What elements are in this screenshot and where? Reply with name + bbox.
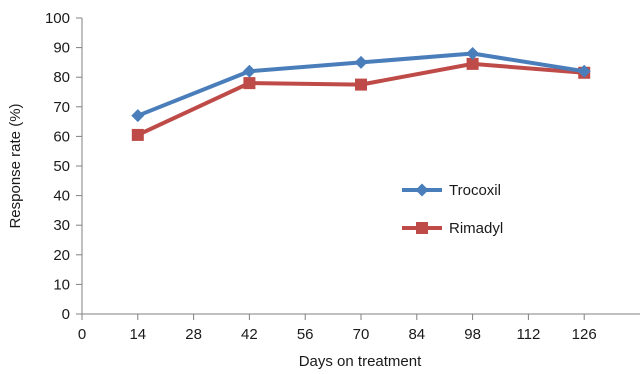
y-tick-label: 90 — [53, 40, 70, 57]
x-tick-label: 126 — [572, 326, 597, 343]
legend-item-trocoxil: Trocoxil — [402, 182, 501, 199]
data-point-trocoxil — [242, 64, 256, 78]
data-point-trocoxil — [466, 47, 480, 61]
series-line-rimadyl — [136, 61, 585, 137]
x-tick-label: 56 — [297, 326, 314, 343]
y-tick-label: 20 — [53, 247, 70, 264]
data-point-trocoxil — [354, 55, 368, 69]
y-tick-label: 50 — [53, 158, 70, 175]
series-rimadyl — [131, 57, 591, 141]
legend-item-rimadyl: Rimadyl — [402, 220, 503, 237]
data-point-rimadyl — [131, 128, 144, 141]
y-axis-title: Response rate (%) — [7, 103, 24, 228]
x-tick-label: 14 — [129, 326, 146, 343]
data-point-rimadyl — [466, 57, 479, 70]
x-tick-label: 70 — [353, 326, 370, 343]
y-axis-ticks: 0 10 20 30 40 50 60 70 80 90 100 — [45, 10, 82, 323]
data-point-trocoxil — [131, 109, 145, 123]
series-layer — [131, 47, 591, 141]
legend-marker-rimadyl — [416, 222, 428, 234]
y-tick-label: 10 — [53, 276, 70, 293]
x-tick-label: 42 — [241, 326, 258, 343]
y-tick-label: 70 — [53, 99, 70, 116]
legend-label-trocoxil: Trocoxil — [449, 182, 501, 199]
x-axis-ticks: 0 14 28 42 56 70 84 98 112 126 — [78, 314, 597, 343]
x-tick-label: 0 — [78, 326, 86, 343]
series-trocoxil — [131, 47, 591, 123]
y-tick-label: 30 — [53, 217, 70, 234]
legend-marker-trocoxil — [415, 183, 429, 197]
y-tick-label: 100 — [45, 10, 70, 27]
x-tick-label: 28 — [185, 326, 202, 343]
y-tick-label: 0 — [62, 306, 70, 323]
data-point-trocoxil — [577, 64, 591, 78]
x-axis-title: Days on treatment — [299, 353, 422, 370]
legend-label-rimadyl: Rimadyl — [449, 220, 503, 237]
data-point-rimadyl — [243, 77, 256, 90]
x-tick-label: 98 — [464, 326, 481, 343]
y-tick-label: 80 — [53, 69, 70, 86]
y-tick-label: 40 — [53, 188, 70, 205]
y-tick-label: 60 — [53, 128, 70, 145]
data-point-rimadyl — [355, 78, 367, 91]
x-tick-label: 84 — [408, 326, 425, 343]
legend: Trocoxil Rimadyl — [402, 182, 503, 237]
x-tick-label: 112 — [516, 326, 540, 343]
